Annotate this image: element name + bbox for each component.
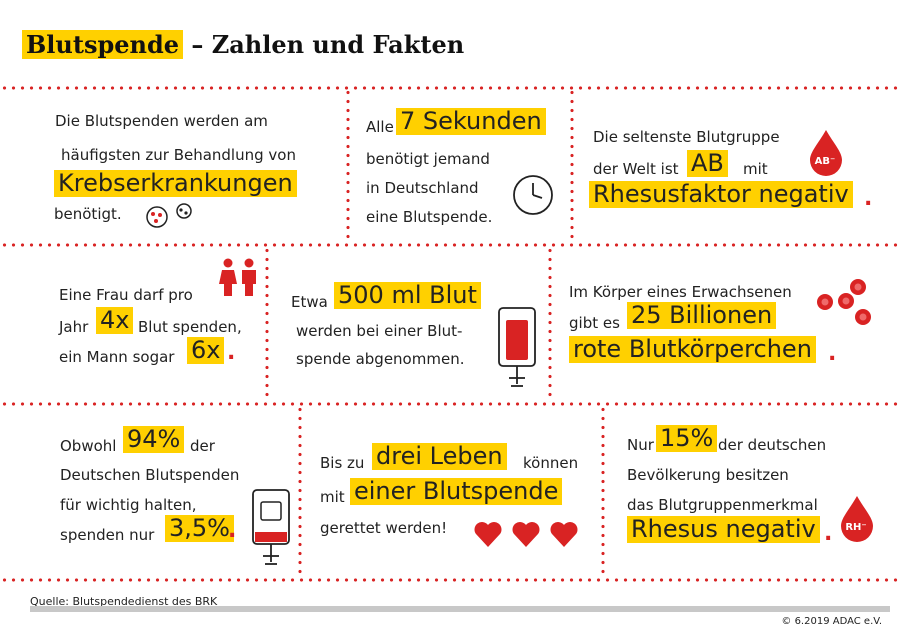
title-highlight: Blutspende bbox=[22, 30, 183, 59]
cell2-line2: benötigt jemand bbox=[366, 150, 490, 168]
cell8-highlight-leben: drei Leben bbox=[372, 443, 507, 470]
cell5-highlight: 500 ml Blut bbox=[334, 282, 481, 309]
heart-icon bbox=[474, 522, 502, 547]
cell8-line3: gerettet werden! bbox=[320, 519, 448, 537]
cell3-highlight-ab: AB bbox=[687, 150, 728, 177]
cell4-highlight-4x: 4x bbox=[96, 307, 134, 334]
cell9-dot: . bbox=[824, 521, 833, 546]
drop-badge-rh: RH⁻ bbox=[845, 522, 866, 533]
cell7-dot: . bbox=[228, 518, 237, 543]
divider-col bbox=[265, 246, 269, 402]
cell2-highlight: 7 Sekunden bbox=[396, 108, 546, 135]
cell6-highlight-billion: 25 Billionen bbox=[627, 302, 777, 329]
source-note: Quelle: Blutspendedienst des BRK bbox=[30, 595, 218, 608]
divider-row-3 bbox=[0, 402, 900, 406]
divider-row-1 bbox=[0, 86, 900, 90]
cell7-highlight-94: 94% bbox=[123, 426, 185, 453]
footer-bar bbox=[30, 606, 890, 612]
cell1-line2: häufigsten zur Behandlung von bbox=[61, 146, 296, 164]
divider-col bbox=[570, 88, 574, 243]
cell2-line3: in Deutschland bbox=[366, 179, 479, 197]
cell6-line1: Im Körper eines Erwachsenen bbox=[569, 283, 792, 301]
cell7-line4a: spenden nur bbox=[60, 526, 155, 544]
divider-col bbox=[601, 405, 605, 578]
copyright: © 6.2019 ADAC e.V. bbox=[781, 616, 882, 627]
cell8-highlight-spende: einer Blutspende bbox=[350, 478, 563, 505]
cell3-line2b: mit bbox=[743, 160, 768, 178]
cell4-line3a: ein Mann sogar bbox=[59, 348, 175, 366]
divider-col bbox=[346, 88, 350, 243]
cell2-line4: eine Blutspende. bbox=[366, 208, 493, 226]
cell7-line1b: der bbox=[190, 437, 215, 455]
cell3-line2a: der Welt ist bbox=[593, 160, 679, 178]
cell5-line3: spende abgenommen. bbox=[296, 350, 465, 368]
blood-bag-icon bbox=[498, 307, 536, 387]
cell9-highlight-15: 15% bbox=[656, 425, 718, 452]
cell9-line3: das Blutgruppenmerkmal bbox=[627, 496, 818, 514]
cell1-line1: Die Blutspenden werden am bbox=[55, 112, 268, 130]
cell4-line1: Eine Frau darf pro bbox=[59, 286, 193, 304]
divider-col bbox=[548, 246, 552, 402]
cell7-pre: Obwohl bbox=[60, 437, 117, 455]
cell9-pre: Nur bbox=[627, 436, 654, 454]
cell3-dot: . bbox=[864, 186, 873, 211]
cell7-highlight-35: 3,5% bbox=[165, 515, 234, 542]
cells-icon bbox=[146, 203, 192, 228]
blood-bag-icon bbox=[252, 489, 290, 565]
title-rest: – Zahlen und Fakten bbox=[183, 30, 465, 59]
cell6-dot: . bbox=[828, 341, 837, 366]
cell4-line2b: Blut spenden, bbox=[138, 318, 242, 336]
cell5-pre: Etwa bbox=[291, 293, 328, 311]
heart-icon bbox=[512, 522, 540, 547]
cell3-highlight-rh: Rhesusfaktor negativ bbox=[589, 181, 853, 208]
cell9-line1b: der deutschen bbox=[718, 436, 827, 454]
drop-badge-ab: AB⁻ bbox=[815, 156, 836, 167]
cell9-line2: Bevölkerung besitzen bbox=[627, 466, 789, 484]
cell4-highlight-6x: 6x bbox=[187, 337, 225, 364]
cell1-line4: benötigt. bbox=[54, 205, 122, 223]
cell6-line2a: gibt es bbox=[569, 314, 620, 332]
hearts-group bbox=[474, 522, 578, 547]
cell1-highlight: Krebserkrankungen bbox=[54, 170, 297, 197]
cell3-line1: Die seltenste Blutgruppe bbox=[593, 128, 780, 146]
cell5-line2: werden bei einer Blut- bbox=[296, 322, 463, 340]
cell4-dot: . bbox=[227, 340, 236, 365]
divider-row-2 bbox=[0, 243, 900, 247]
cell4-line2a: Jahr bbox=[59, 318, 89, 336]
cell6-highlight-rbc: rote Blutkörperchen bbox=[569, 336, 816, 363]
blood-drop-icon: AB⁻ bbox=[810, 130, 842, 176]
clock-icon bbox=[513, 175, 553, 215]
divider-row-4 bbox=[0, 578, 900, 582]
woman-man-icon bbox=[219, 258, 256, 296]
cell7-line3: für wichtig halten, bbox=[60, 496, 197, 514]
blood-drop-icon: RH⁻ bbox=[841, 496, 873, 542]
cell8-line2a: mit bbox=[320, 488, 345, 506]
page-title: Blutspende – Zahlen und Fakten bbox=[22, 30, 464, 59]
cell7-line2: Deutschen Blutspenden bbox=[60, 466, 240, 484]
cell8-line1a: Bis zu bbox=[320, 454, 365, 472]
cell8-line1b: können bbox=[523, 454, 579, 472]
cell9-highlight-rh: Rhesus negativ bbox=[627, 516, 820, 543]
heart-icon bbox=[550, 522, 578, 547]
blood-cells-icon bbox=[817, 279, 871, 325]
divider-col bbox=[298, 405, 302, 578]
cell2-pre: Alle bbox=[366, 118, 394, 136]
